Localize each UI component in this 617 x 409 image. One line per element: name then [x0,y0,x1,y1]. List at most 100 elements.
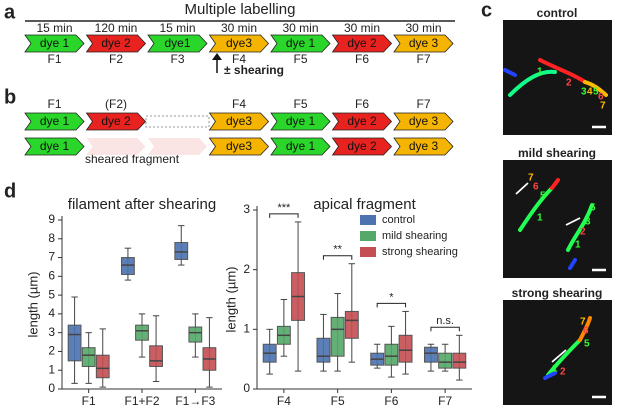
dye-label: dye 2 [101,114,131,128]
image-label: 3 [585,217,591,228]
arrow [515,182,529,195]
chart-title: apical fragment [313,196,416,213]
dye-label: dye1 [164,36,190,50]
chevron [393,137,454,156]
micrograph [503,20,612,135]
chevron [331,137,393,156]
image-label: 6 [598,92,604,103]
frame-label: F7 [416,52,430,66]
frame-label: F6 [355,52,369,66]
dye-label: dye 1 [286,114,316,128]
chevron [393,34,454,53]
image-label: 3 [581,87,587,98]
box [398,334,413,363]
chevron [208,137,270,156]
y-tick-label: 3 [48,325,55,339]
y-tick-label: 9 [48,212,55,226]
image-label: 7 [600,101,606,112]
image-label: 5 [584,339,590,350]
image-title: control [537,6,578,20]
dye-label: dye 1 [286,36,316,50]
chevron [24,137,85,156]
box [121,257,135,275]
dye-label: dye 2 [101,36,131,50]
x-tick-label: F4 [277,394,291,408]
filament [503,68,517,77]
image-label: 2 [566,78,572,89]
image-title: strong shearing [512,286,603,300]
frame-label: (F2) [105,97,127,111]
dye-label: dye 2 [347,114,377,128]
box [316,337,331,363]
y-tick-label: 0 [48,381,55,395]
x-tick-label: F5 [331,394,345,408]
chevron [208,112,270,131]
image-label: 1 [552,364,558,375]
box [330,316,345,357]
filament [568,258,577,270]
filament [543,371,557,380]
chevron [270,34,331,53]
box [384,343,399,366]
dye-label: dye 1 [40,114,70,128]
image-label: 1 [537,213,543,224]
frame-label: F4 [232,52,246,66]
legend-label: mild shearing [382,230,447,242]
box [438,352,453,369]
image-label: 7 [528,173,534,184]
filament [518,186,554,232]
chevron [393,112,454,131]
image-label: 1 [575,240,581,251]
significance-bracket [376,302,407,308]
filament [538,58,587,84]
image-label: 5 [590,203,596,214]
box [188,326,203,343]
box [344,310,359,339]
time-label: 120 min [95,21,138,35]
filament [546,338,582,377]
y-axis-label: length (µm) [25,271,40,337]
frame-label: F5 [293,52,307,66]
image-label: 5 [540,191,546,202]
y-axis-label: length (µm) [223,266,238,332]
box [149,345,163,367]
x-tick-label: F6 [384,394,398,408]
note: sheared fragment [85,152,180,166]
image-label: 1 [537,67,543,78]
empty-slot [145,115,210,128]
micrograph [503,300,612,405]
filament [550,178,560,190]
box [174,242,189,260]
legend-swatch [360,247,376,257]
micrograph [503,160,612,278]
dye-label: dye3 [226,114,252,128]
panel-letter: a [4,1,16,23]
faded-fragment [86,138,146,155]
time-label: 30 min [282,21,318,35]
y-tick-label: 2 [48,344,55,358]
dye-label: dye 1 [40,36,70,50]
time-label: 30 min [405,21,441,35]
filament [583,80,608,97]
y-tick-label: 2 [243,262,250,276]
chevron [85,34,147,53]
time-label: 30 min [344,21,380,35]
x-tick-label: F1 [82,394,96,408]
frame-label: F6 [355,97,369,111]
filament [578,316,592,342]
chevron [270,137,331,156]
y-tick-label: 4 [48,306,55,320]
image-label: 6 [533,182,539,193]
significance-label: * [389,291,394,303]
box [135,324,149,341]
arrow [565,217,581,226]
image-label: 7 [580,317,586,328]
frame-label: F7 [416,97,430,111]
y-tick-label: 0 [243,381,250,395]
dye-label: dye 2 [347,36,377,50]
frame-label: F5 [293,97,307,111]
shearing-label: ± shearing [224,63,284,77]
dye-label: dye 3 [409,139,439,153]
y-tick-label: 1 [48,362,55,376]
y-tick-label: 3 [243,202,250,216]
